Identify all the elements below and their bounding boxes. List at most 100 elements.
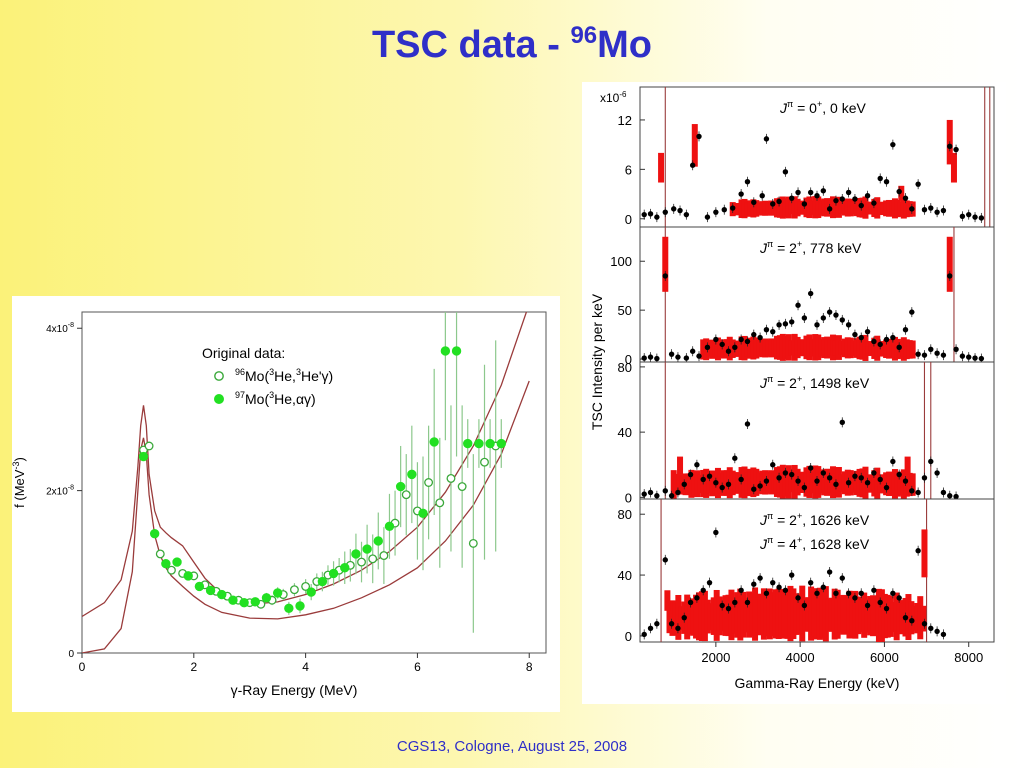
data-point [801,484,808,491]
data-point [915,181,921,187]
tsc-intensity-svg: x10-6 0 6 12 Jπ = 0+, 0 keV 0 50 100 Jπ = 2+, 77… [589,86,995,691]
data-point [671,206,677,212]
data-point [966,354,972,360]
data-point [871,470,877,476]
data-point [641,491,647,497]
data-point [852,473,858,479]
data-point [795,595,801,601]
data-point-96mo [446,473,456,483]
data-point [713,479,719,486]
data-point [896,471,902,478]
data-point-96mo [155,549,165,559]
data-point-97mo [351,549,361,559]
data-point-97mo [373,536,383,546]
data-point [681,481,687,488]
data-point [713,209,719,215]
theory-curve-lower [82,380,530,653]
data-point [706,579,713,586]
data-point [654,621,660,627]
data-point [801,201,808,207]
data-point [662,488,668,494]
data-point-97mo [261,593,272,603]
data-point-97mo [407,469,417,480]
data-point [858,334,864,341]
x-tick-label: 4 [302,660,309,674]
data-point [704,214,711,220]
x-tick-label: 0 [79,660,86,674]
data-point [807,465,814,471]
left-plot-area [82,312,530,653]
data-point [801,602,808,609]
data-point [921,352,928,358]
data-point [845,322,852,328]
data-point [782,587,789,593]
data-point [921,621,928,627]
data-point-97mo [440,346,451,356]
data-point [763,590,770,597]
red-peak-bar [664,590,671,611]
data-point [713,336,719,343]
data-point-97mo [217,589,227,600]
data-point-97mo [172,557,182,567]
data-point [744,421,751,427]
data-point [694,462,700,468]
data-point [789,572,795,578]
data-point [654,493,660,499]
panel-y-tick-label: 50 [618,303,632,318]
data-point-97mo [463,438,473,449]
data-point [890,590,896,597]
data-point [947,493,953,499]
x-tick-label: 6 [414,660,421,674]
data-point [641,355,647,361]
data-point [940,352,947,358]
data-point [776,475,782,481]
data-point [763,136,770,142]
data-point [826,475,833,481]
data-point [890,334,896,341]
data-point [725,481,732,488]
data-point [757,334,763,341]
data-point-97mo [161,558,171,569]
data-point [934,209,940,215]
data-point [966,211,972,218]
data-point [719,602,725,609]
data-point [934,350,940,356]
data-point [858,475,864,481]
x-tick-label: 2000 [701,650,730,665]
data-point [814,478,820,484]
data-point [833,481,839,488]
data-point [820,470,827,476]
data-point [928,346,934,352]
title-mass-number: 96 [570,22,598,49]
data-point [852,331,858,338]
footer-text: CGS13, Cologne, August 25, 2008 [396,738,628,755]
data-point [732,344,738,351]
x-axis-label: Gamma-Ray Energy (keV) [735,675,900,691]
data-point-96mo [401,490,411,500]
data-point-97mo [149,528,160,539]
panel-frame [639,498,995,643]
panel-y-tick-label: 80 [618,360,632,375]
data-point [763,327,770,333]
data-point [972,355,978,361]
data-point-96mo [435,498,445,508]
panel-y-tick-label: 40 [618,425,632,440]
red-peak-bar [950,152,957,183]
data-point [730,205,736,211]
data-point [757,575,763,581]
legend-entry: 96Mo(3He,3He'γ) [235,367,333,384]
data-point [757,483,763,489]
data-point [820,315,827,321]
red-peak-bar [658,152,665,183]
data-point [915,351,921,357]
data-point-97mo [317,576,328,587]
theory-curve-upper [82,312,528,618]
data-point [864,193,871,199]
data-point [896,344,902,351]
data-point [807,579,814,586]
data-point [833,312,839,318]
data-point-97mo [395,481,406,492]
data-point [700,587,706,593]
data-point [883,484,890,491]
data-point [732,455,738,461]
